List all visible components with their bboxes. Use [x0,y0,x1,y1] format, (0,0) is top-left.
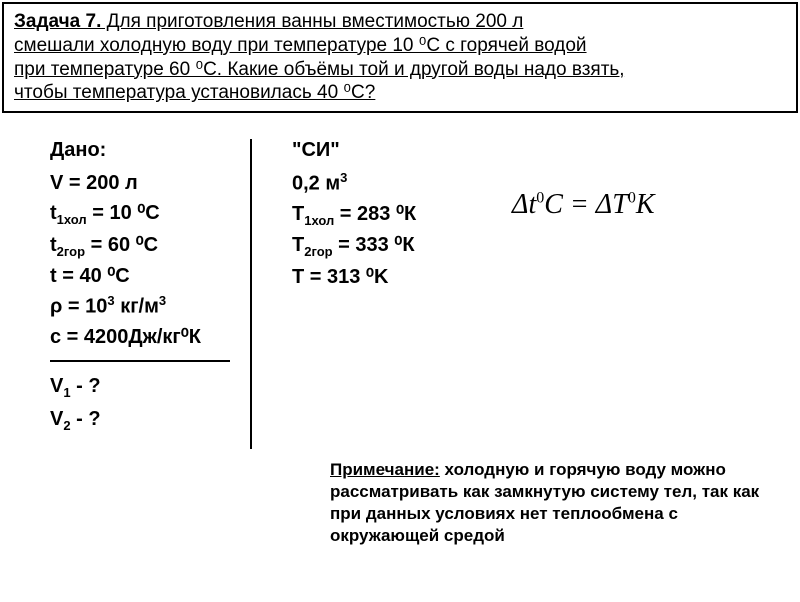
formula-column: Δt0C = ΔT0K [452,139,655,449]
given-rho: ρ = 103 кг/м3 [50,291,260,322]
given-t1: t1хол = 10 ⁰С [50,198,260,230]
si-header: "СИ" [292,139,452,162]
problem-statement-box: Задача 7. Для приготовления ванны вмести… [2,2,798,113]
given-t: t = 40 ⁰С [50,261,260,291]
given-column: Дано: V = 200 л t1хол = 10 ⁰С t2гор = 60… [50,139,260,449]
si-column: "СИ" 0,2 м3 T1хол = 283 ⁰К T2гор = 333 ⁰… [252,139,452,449]
delta-formula: Δt0C = ΔT0K [512,189,655,221]
note-label: Примечание: [330,460,440,479]
problem-line3: при температуре 60 ⁰С. Какие объёмы той … [14,59,625,80]
given-v: V = 200 л [50,168,260,198]
note-area: Примечание: холодную и горячую воду можн… [0,449,800,547]
si-t: T = 313 ⁰K [292,262,452,292]
si-t2: T2гор = 333 ⁰К [292,230,452,262]
divider [50,360,230,362]
find-v2: V2 - ? [50,403,260,437]
problem-text: Задача 7. Для приготовления ванны вмести… [14,10,786,105]
problem-line4: чтобы температура установилась 40 ⁰С? [14,82,375,103]
si-t1: T1хол = 283 ⁰К [292,199,452,231]
si-v: 0,2 м3 [292,168,452,199]
given-c: c = 4200Дж/кг⁰К [50,322,260,352]
problem-line2: смешали холодную воду при температуре 10… [14,35,587,56]
find-v1: V1 - ? [50,370,260,404]
solution-area: Дано: V = 200 л t1хол = 10 ⁰С t2гор = 60… [0,115,800,449]
given-header: Дано: [50,139,260,162]
problem-line1: Для приготовления ванны вместимостью 200… [101,11,523,32]
task-label: Задача 7. [14,11,101,32]
given-t2: t2гор = 60 ⁰С [50,230,260,262]
